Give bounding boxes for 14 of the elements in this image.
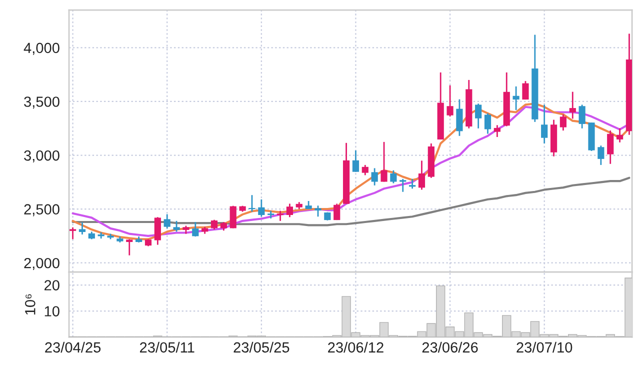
x-tick-label: 23/05/11 [140, 342, 194, 353]
x-tick-label: 23/04/25 [45, 342, 101, 353]
x-tick-label: 23/07/10 [516, 342, 572, 353]
y-tick-label: 4,000 [24, 42, 60, 55]
x-tick-label: 23/06/12 [328, 342, 384, 353]
y-axis-title: 10⁶ [25, 294, 36, 315]
y-tick-label: 3,500 [24, 96, 60, 109]
y-tick-label: 2,000 [24, 258, 60, 270]
x-tick-label: 23/05/25 [234, 342, 290, 353]
x-tick-label: 23/06/26 [422, 342, 478, 353]
y-tick-label: 20 [44, 280, 60, 290]
y-tick-label: 10 [44, 306, 60, 316]
y-tick-label: 2,500 [24, 204, 60, 216]
y-tick-label: 3,000 [24, 150, 60, 162]
